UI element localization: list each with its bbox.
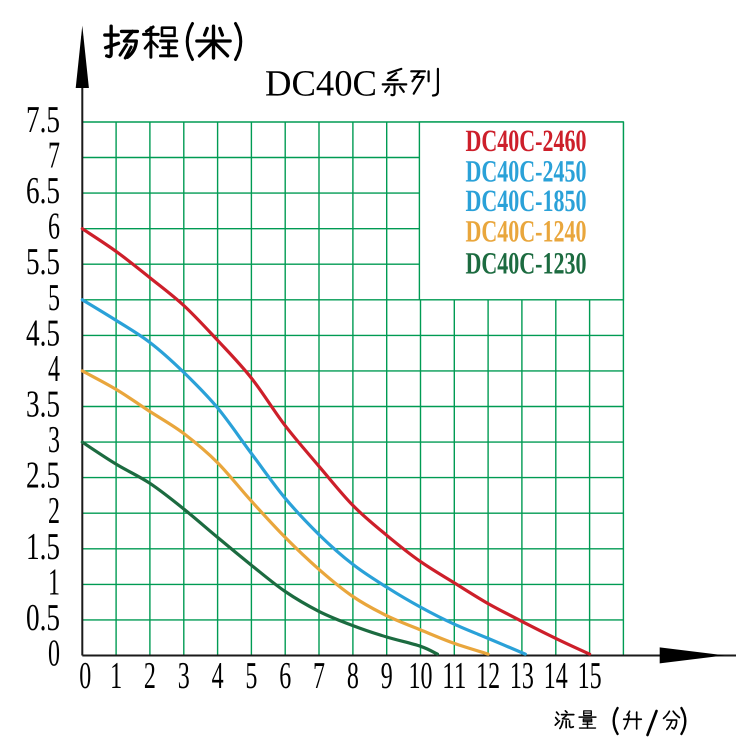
- svg-text:11: 11: [442, 655, 466, 697]
- svg-text:6.5: 6.5: [26, 170, 60, 212]
- svg-text:12: 12: [476, 655, 500, 697]
- svg-text:DC40C-1850: DC40C-1850: [466, 183, 587, 218]
- svg-text:1.5: 1.5: [26, 526, 60, 568]
- svg-text:DC40C-1230: DC40C-1230: [466, 246, 587, 281]
- svg-text:0: 0: [79, 655, 91, 697]
- svg-text:0.5: 0.5: [26, 597, 60, 639]
- svg-text:7: 7: [48, 135, 60, 177]
- svg-text:6: 6: [48, 206, 60, 248]
- svg-text:3: 3: [178, 655, 190, 697]
- svg-text:10: 10: [409, 655, 433, 697]
- svg-text:5: 5: [245, 655, 257, 697]
- svg-text:4: 4: [48, 348, 60, 390]
- svg-text:8: 8: [347, 655, 359, 697]
- svg-text:15: 15: [578, 655, 602, 697]
- svg-text:3: 3: [48, 419, 60, 461]
- svg-text:5.5: 5.5: [26, 241, 60, 283]
- svg-text:6: 6: [279, 655, 291, 697]
- svg-text:1: 1: [110, 655, 122, 697]
- svg-text:4.5: 4.5: [26, 312, 60, 354]
- svg-text:2.5: 2.5: [26, 455, 60, 497]
- svg-text:9: 9: [381, 655, 393, 697]
- svg-text:7.5: 7.5: [26, 99, 60, 141]
- svg-text:DC40C-1240: DC40C-1240: [466, 214, 587, 249]
- svg-text:5: 5: [48, 277, 60, 319]
- svg-text:2: 2: [144, 655, 156, 697]
- svg-text:DC40C-2460: DC40C-2460: [466, 123, 587, 158]
- svg-text:1: 1: [48, 561, 60, 603]
- svg-text:DC40C: DC40C: [265, 64, 377, 105]
- svg-text:14: 14: [544, 655, 568, 697]
- svg-text:DC40C-2450: DC40C-2450: [466, 154, 587, 189]
- svg-text:3.5: 3.5: [26, 384, 60, 426]
- svg-text:2: 2: [48, 490, 60, 532]
- svg-text:13: 13: [510, 655, 534, 697]
- svg-text:4: 4: [212, 655, 224, 697]
- svg-text:7: 7: [313, 655, 325, 697]
- svg-text:0: 0: [48, 633, 60, 675]
